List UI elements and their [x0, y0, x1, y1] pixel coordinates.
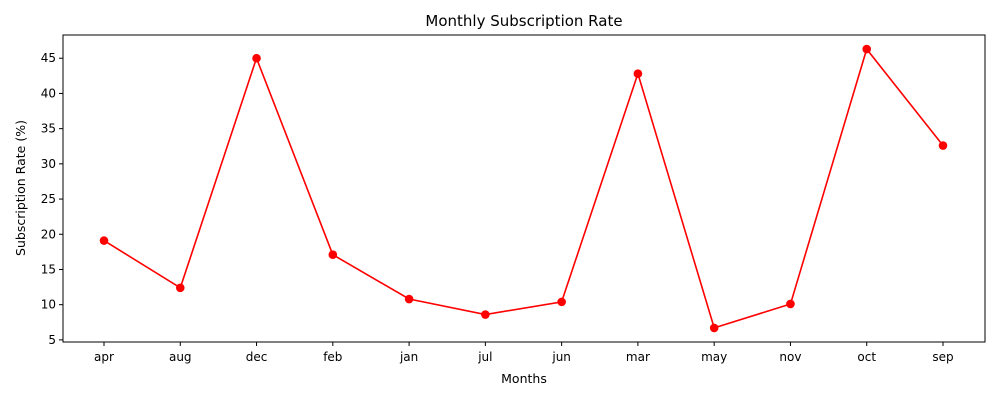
data-point-aug	[175, 283, 185, 293]
data-point-feb	[328, 250, 338, 259]
y-tick-label: 20	[41, 227, 56, 241]
data-point-jan	[404, 294, 414, 304]
x-axis: apr aug dec feb jan jul jun mar may nov oct sep	[94, 342, 954, 364]
x-tick-label: feb	[323, 350, 342, 364]
x-tick-label: oct	[857, 350, 876, 364]
x-tick-label: nov	[779, 350, 801, 364]
data-point-may	[709, 323, 719, 333]
y-tick-label: 15	[41, 262, 56, 276]
data-point-jun	[557, 297, 566, 307]
y-tick-label: 35	[41, 122, 56, 136]
y-axis-label: Subscription Rate (%)	[13, 120, 28, 256]
data-point-apr	[99, 236, 109, 245]
x-tick-label: jul	[477, 350, 492, 364]
data-point-nov	[786, 299, 795, 309]
data-point-sep	[938, 141, 948, 150]
x-tick-label: may	[701, 350, 727, 364]
x-tick-label: mar	[626, 350, 650, 364]
x-tick-label: jan	[399, 350, 418, 364]
x-axis-label: Months	[501, 371, 547, 386]
y-tick-label: 45	[41, 51, 56, 65]
x-tick-label: jun	[551, 350, 571, 364]
y-tick-label: 5	[48, 333, 56, 347]
x-tick-label: dec	[246, 350, 268, 364]
y-tick-label: 10	[41, 298, 56, 312]
y-tick-label: 25	[41, 192, 56, 206]
plot-frame	[62, 34, 986, 343]
y-tick-label: 40	[41, 86, 56, 100]
data-point-dec	[252, 53, 261, 63]
data-point-mar	[633, 69, 643, 79]
x-tick-label: sep	[932, 350, 953, 364]
y-axis: 5 10 15 20 25 30 35 40 45	[41, 51, 63, 347]
y-tick-label: 30	[41, 157, 56, 171]
data-point-oct	[862, 44, 872, 54]
series-line	[103, 47, 944, 329]
chart-title: Monthly Subscription Rate	[425, 12, 622, 30]
series-layer	[99, 44, 948, 333]
data-point-jul	[481, 310, 490, 319]
x-tick-label: apr	[94, 350, 114, 364]
x-tick-label: aug	[169, 350, 192, 364]
